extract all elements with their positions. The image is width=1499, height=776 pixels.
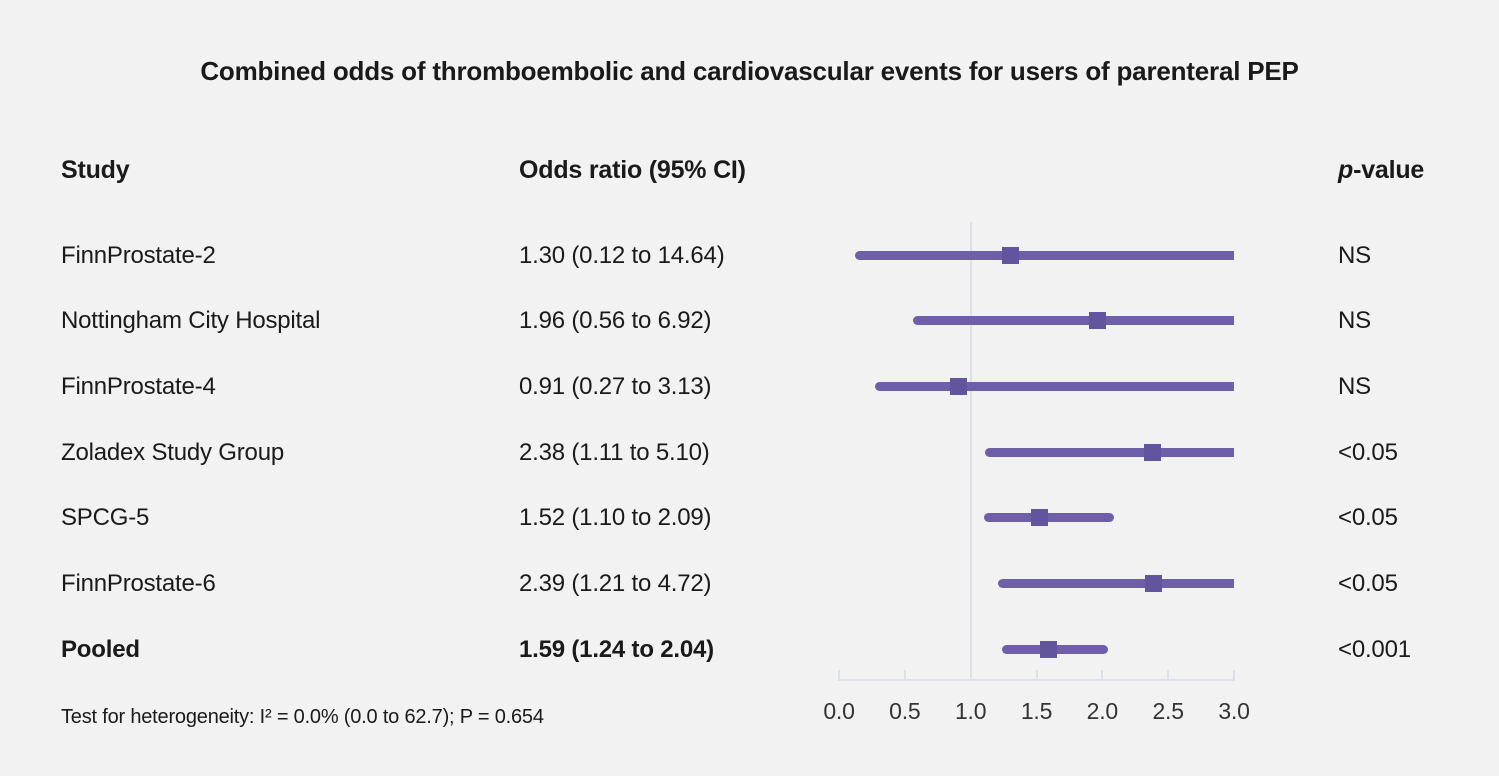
column-header-odds-ratio: Odds ratio (95% CI) [519,156,746,184]
study-label: Nottingham City Hospital [61,307,321,335]
axis-tick-label: 3.0 [1218,698,1250,724]
study-label: Zoladex Study Group [61,438,284,466]
study-label: FinnProstate-4 [61,372,216,400]
axis-tick-label: 0.5 [889,698,921,724]
or-marker [1088,312,1106,330]
or-marker [1145,575,1163,592]
chart-title: Combined odds of thromboembolic and card… [200,56,1299,86]
axis-tick [1035,670,1038,680]
column-header-p-value: p-value [1338,154,1424,186]
or-marker [1143,443,1161,461]
axis-baseline [838,679,1235,681]
axis-tick-label: 2.5 [1152,698,1184,724]
p-value: <0.05 [1338,504,1398,532]
study-label: FinnProstate-6 [61,570,216,597]
odds-ratio-value: 1.59 (1.24 to 2.04) [519,635,714,663]
p-value: NS [1338,307,1371,335]
axis-tick [969,670,972,680]
axis-tick-label: 2.0 [1086,698,1119,724]
odds-ratio-value: 2.39 (1.21 to 4.72) [519,570,712,597]
ci-line [912,316,1234,326]
p-value: <0.001 [1338,635,1411,663]
p-value: <0.05 [1338,438,1398,466]
odds-ratio-value: 1.30 (0.12 to 14.64) [519,241,725,269]
or-marker [1039,640,1057,658]
ci-line [985,447,1234,457]
axis-tick [1167,670,1170,680]
axis-tick [838,670,840,680]
axis-tick [903,670,906,680]
axis-tick-label: 1.0 [954,698,987,724]
ci-line [854,250,1234,260]
ci-line [874,381,1234,391]
study-label: SPCG-5 [61,504,150,532]
odds-ratio-value: 1.96 (0.56 to 6.92) [519,307,712,335]
axis-tick [1101,670,1104,680]
p-value: <0.05 [1338,570,1398,597]
axis-tick [1233,670,1235,680]
column-header-study: Study [61,156,130,184]
p-value: NS [1338,241,1371,269]
odds-ratio-value: 2.38 (1.11 to 5.10) [519,438,710,466]
study-label: Pooled [61,635,140,663]
axis-tick-label: 1.5 [1020,698,1053,724]
odds-ratio-value: 0.91 (0.27 to 3.13) [519,372,712,400]
p-value-header-italic-p: p [1338,156,1354,184]
odds-ratio-value: 1.52 (1.10 to 2.09) [519,504,712,532]
p-value-header-rest: -value [1353,156,1425,184]
ci-line [983,513,1115,523]
axis-tick-label: 0.0 [823,698,855,724]
or-marker [1001,246,1019,264]
ci-line [998,579,1234,588]
reference-line [969,222,972,680]
study-label: FinnProstate-2 [61,241,216,269]
p-value: NS [1338,372,1371,400]
heterogeneity-note: Test for heterogeneity: I² = 0.0% (0.0 t… [61,706,544,728]
or-marker [1030,509,1048,527]
or-marker [950,377,968,395]
